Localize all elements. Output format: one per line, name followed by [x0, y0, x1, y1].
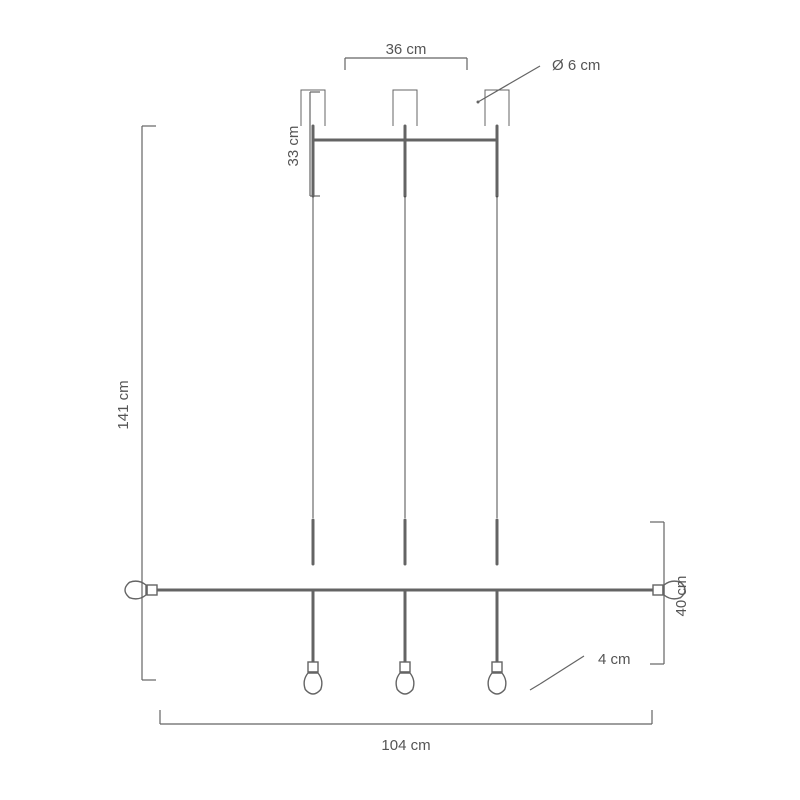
dim-diameter [477, 66, 541, 104]
dim-bottom-width-label: 104 cm [381, 737, 430, 754]
ceiling-cup [301, 90, 325, 126]
dim-depth [530, 656, 584, 690]
bulb [396, 662, 414, 694]
dim-top-width [345, 58, 467, 70]
bulb [304, 662, 322, 694]
ceiling-cup [393, 90, 417, 126]
dim-top-width-label: 36 cm [386, 41, 427, 58]
fixture-drawing [125, 90, 685, 694]
dim-lower-height-label: 40 cm [673, 576, 690, 617]
dim-total-height-label: 141 cm [115, 380, 132, 429]
dim-diameter-label: Ø 6 cm [552, 57, 600, 74]
bulb [488, 662, 506, 694]
bulb [125, 581, 157, 599]
dim-mount-height-label: 33 cm [285, 126, 302, 167]
dim-bottom-width [160, 710, 652, 724]
dim-depth-label: 4 cm [598, 651, 631, 668]
